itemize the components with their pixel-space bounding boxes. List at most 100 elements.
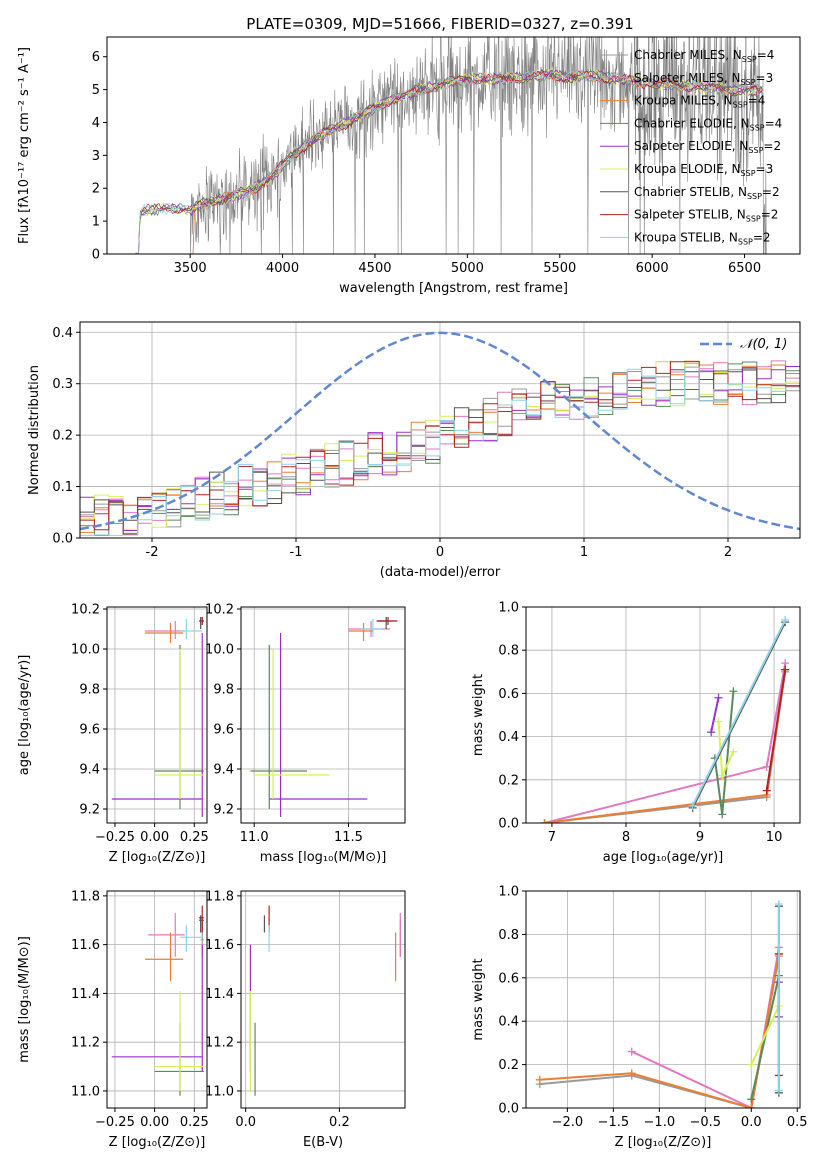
- y-tick-label: 4: [92, 116, 100, 131]
- normal-curve: [80, 331, 800, 531]
- y-tick-label: 0.0: [498, 817, 519, 832]
- plot-area: [540, 615, 790, 823]
- panel-spectrum: 3500 4000 4500 5000 5500 6000 6500 0 1 2 3 4 5 6 wavel…: [17, 36, 801, 296]
- y-tick-label: 0.6: [498, 687, 519, 702]
- y-tick-label: 9.2: [213, 803, 234, 818]
- axes-frame: [106, 606, 208, 824]
- y-tick-label: 9.8: [79, 683, 100, 698]
- x-tick-label: 4500: [358, 261, 391, 276]
- y-tick-label: 11.2: [71, 1036, 100, 1051]
- y-tick-label: 1.0: [498, 885, 519, 900]
- x-tick-label: 11.5: [334, 830, 363, 845]
- mw-marker-ce: [718, 810, 727, 819]
- mw-marker-km: [540, 819, 549, 823]
- spectrum-legend: Chabrier MILES, NSSP=4 Salpeter MILES, NS…: [600, 48, 782, 246]
- y-tick-label: 6: [92, 50, 100, 65]
- hist-step-se: [80, 366, 800, 531]
- y-tick-label: 11.0: [71, 1084, 100, 1099]
- x-tick-label: 3500: [174, 261, 207, 276]
- x-tick-label: −1.0: [644, 1115, 676, 1130]
- y-tick-label: 0.0: [52, 532, 73, 547]
- y-tick-label: 0.6: [498, 971, 519, 986]
- mw-marker-km: [535, 1075, 544, 1084]
- mw-series-ce: [713, 691, 735, 815]
- x-tick-label: 5500: [543, 261, 576, 276]
- x-tick-label: 6500: [728, 261, 761, 276]
- x-tick-label: -2: [146, 545, 159, 560]
- legend-label-cs: Chabrier STELIB, NSSP=2: [634, 185, 780, 201]
- x-axis-label: Z [log₁₀(Z/Z⊙)]: [109, 1135, 206, 1150]
- x-tick-label: 0.0: [235, 1115, 256, 1130]
- mw-marker-ce: [747, 1095, 756, 1104]
- axes-frame: [106, 36, 801, 255]
- legend-label-ce: Chabrier ELODIE, NSSP=4: [634, 116, 782, 132]
- axes-frame: [240, 606, 406, 824]
- y-tick-label: 10.0: [205, 643, 234, 658]
- y-tick-label: 5: [92, 83, 100, 98]
- x-tick-label: 0.5: [787, 1115, 808, 1130]
- mw-marker-se: [714, 693, 723, 702]
- x-tick-label: −1.5: [598, 1115, 630, 1130]
- y-tick-label: 10.2: [71, 603, 100, 618]
- legend-normal-label: 𝒩(0, 1): [740, 337, 787, 352]
- y-tick-label: 11.0: [205, 1084, 234, 1099]
- x-tick-label: 9: [696, 830, 704, 845]
- legend-label-se: Salpeter ELODIE, NSSP=2: [634, 139, 781, 155]
- x-tick-label: 10: [766, 830, 783, 845]
- hist-step-cs: [80, 368, 800, 521]
- x-tick-label: 6000: [636, 261, 669, 276]
- y-tick-label: 1.0: [498, 601, 519, 616]
- x-tick-label: 0.25: [180, 1115, 209, 1130]
- mw-marker-ss: [762, 786, 771, 795]
- y-tick-label: 0: [92, 248, 100, 263]
- mw-marker-sm: [627, 1047, 636, 1056]
- plot-area: [111, 617, 204, 817]
- y-tick-label: 9.8: [213, 683, 234, 698]
- spectrum-model-ss: [138, 70, 763, 254]
- mw-series-se: [710, 697, 720, 733]
- y-tick-label: 11.6: [205, 938, 234, 953]
- legend-label-cm: Chabrier MILES, NSSP=4: [634, 48, 774, 64]
- legend-label-sm: Salpeter MILES, NSSP=3: [634, 71, 773, 87]
- legend-label-ke: Kroupa ELODIE, NSSP=3: [634, 162, 773, 178]
- x-axis-label: mass [log₁₀(M/M⊙)]: [260, 850, 387, 865]
- x-axis-label: Z [log₁₀(Z/Z⊙)]: [109, 850, 206, 865]
- y-axis-label: mass [log₁₀(M/M⊙)]: [17, 936, 32, 1063]
- legend-label-km: Kroupa MILES, NSSP=4: [634, 94, 765, 110]
- hist-step-sm: [80, 360, 800, 524]
- y-tick-label: 2: [92, 182, 100, 197]
- x-tick-label: 0.2: [329, 1115, 350, 1130]
- hist-step-km: [80, 361, 800, 533]
- mw-marker-ks: [774, 900, 783, 909]
- axes-frame: [240, 890, 406, 1109]
- y-axis-label: age [log₁₀(age/yr)]: [17, 655, 32, 776]
- x-tick-label: 0.00: [140, 1115, 169, 1130]
- y-tick-label: 3: [92, 149, 100, 164]
- y-tick-label: 0.4: [498, 730, 519, 745]
- x-tick-label: 0: [436, 545, 444, 560]
- plot-area: [249, 905, 401, 1096]
- plot-area: [111, 905, 204, 1096]
- mw-marker-ks: [774, 1086, 783, 1095]
- legend-label-ss: Salpeter STELIB, NSSP=2: [634, 208, 778, 224]
- y-tick-label: 0.4: [52, 326, 73, 341]
- x-tick-label: −0.5: [690, 1115, 722, 1130]
- y-axis-label: Normed distribution: [27, 365, 42, 495]
- y-tick-label: 11.8: [71, 889, 100, 904]
- y-tick-label: 11.8: [205, 889, 234, 904]
- mw-series-ks: [691, 619, 787, 807]
- plot-area: [80, 331, 800, 536]
- y-tick-label: 9.6: [79, 723, 100, 738]
- panel-mass_vs_EBV: 0.0 0.2 11.0 11.2 11.4 11.6 11.8 E(B-V): [205, 889, 406, 1150]
- x-tick-label: 4000: [266, 261, 299, 276]
- y-axis-label: mass weight: [471, 674, 486, 756]
- legend-label-ks: Kroupa STELIB, NSSP=2: [634, 230, 771, 246]
- panel-mw_vs_age: 7 8 9 10 0.0 0.2 0.4 0.6 0.8 1.0 age [log₁₀(age/yr…: [471, 601, 801, 865]
- hist-step-ks: [80, 366, 800, 536]
- y-tick-label: 0.2: [498, 1058, 519, 1073]
- y-tick-label: 11.6: [71, 938, 100, 953]
- x-tick-label: −0.25: [95, 830, 135, 845]
- x-tick-label: 7: [548, 830, 556, 845]
- y-tick-label: 10.2: [205, 603, 234, 618]
- y-tick-label: 0.8: [498, 928, 519, 943]
